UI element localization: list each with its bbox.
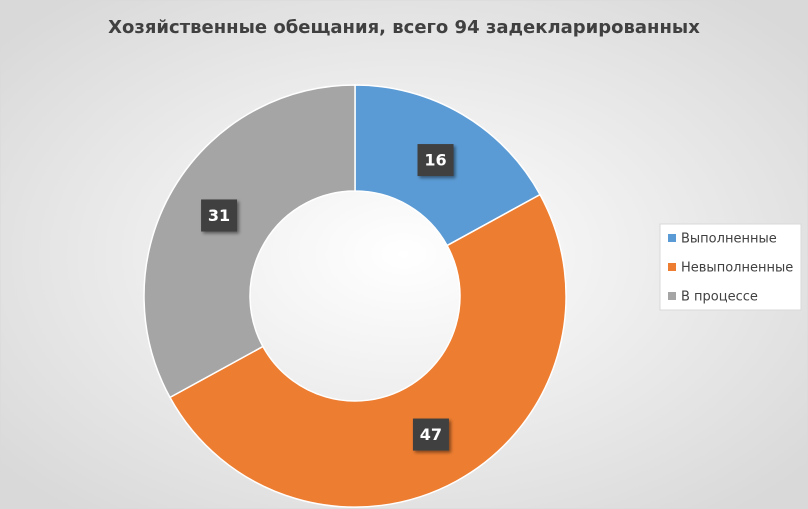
donut-segment xyxy=(143,84,356,399)
data-label: 16 xyxy=(424,151,446,170)
legend-label: Невыполненные xyxy=(681,261,793,276)
data-label: 47 xyxy=(420,425,442,444)
chart-title: Хозяйственные обещания, всего 94 задекла… xyxy=(108,17,700,38)
data-label-box xyxy=(201,199,238,232)
legend-label: Выполненные xyxy=(681,232,777,247)
legend-swatch xyxy=(668,263,676,271)
legend-label: В процессе xyxy=(681,290,758,305)
donut-segment xyxy=(168,193,567,509)
legend-box xyxy=(659,223,802,311)
data-label-box xyxy=(412,418,449,451)
data-label-box xyxy=(417,144,454,177)
legend-swatch xyxy=(668,234,676,242)
data-label: 31 xyxy=(208,206,230,225)
legend-swatch xyxy=(668,292,676,300)
